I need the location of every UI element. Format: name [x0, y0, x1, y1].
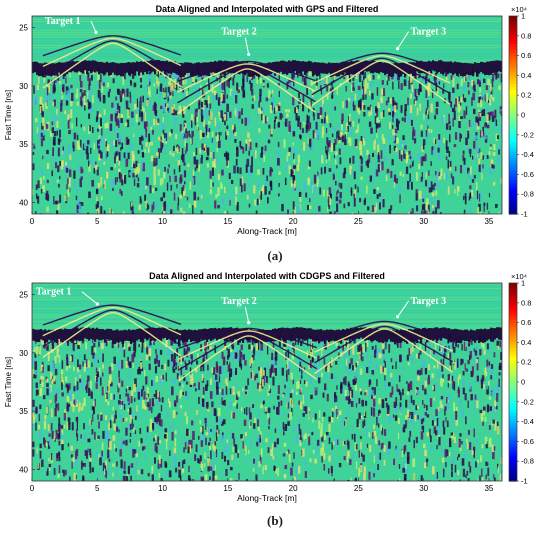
radargram-chart-b: Data Aligned and Interpolated with CDGPS… — [4, 271, 534, 503]
y-axis-label: Fast Time [ns] — [4, 90, 13, 140]
colorbar-multiplier: ×10⁴ — [511, 5, 527, 14]
target-hyperbola-1 — [42, 35, 182, 89]
x-tick-label: 10 — [158, 217, 167, 226]
target-label-3: Target 3 — [411, 27, 446, 38]
target-arrow-3 — [397, 300, 410, 318]
x-tick-label: 30 — [419, 484, 428, 493]
x-tick-label: 5 — [95, 484, 100, 493]
colorbar-tick-label: 0.8 — [521, 298, 531, 307]
colorbar-multiplier: ×10⁴ — [511, 272, 527, 281]
colorbar-tick-label: 0.6 — [521, 51, 531, 60]
target-arrow-head-1 — [95, 302, 99, 306]
x-tick-label: 15 — [223, 484, 232, 493]
target-hyperbola-2 — [178, 327, 318, 382]
x-tick-label: 20 — [289, 484, 298, 493]
plot-area — [32, 283, 502, 481]
colorbar — [508, 15, 518, 215]
x-axis-label: Along-Track [m] — [237, 493, 297, 503]
colorbar-tick-label: -1 — [521, 210, 528, 219]
target-arrow-head-2 — [247, 52, 251, 57]
caption-a: (a) — [267, 248, 283, 263]
target-arrow-1 — [81, 291, 98, 305]
x-axis-label: Along-Track [m] — [237, 226, 297, 236]
target-label-2: Target 2 — [221, 27, 256, 38]
target-label-3: Target 3 — [411, 296, 446, 307]
colorbar-tick-label: 1 — [521, 12, 525, 21]
y-tick-label: 30 — [19, 349, 28, 358]
colorbar-tick-label: -0.4 — [521, 417, 534, 426]
chart-title: Data Aligned and Interpolated with CDGPS… — [149, 271, 385, 281]
colorbar-tick-label: 0.8 — [521, 31, 531, 40]
colorbar-tick-label: -0.4 — [521, 150, 534, 159]
air-striations — [32, 16, 502, 62]
x-tick-label: 15 — [223, 217, 232, 226]
colorbar-tick-label: -0.8 — [521, 457, 534, 466]
colorbar-tick-label: -0.6 — [521, 170, 534, 179]
x-tick-label: 20 — [289, 217, 298, 226]
chart-title: Data Aligned and Interpolated with GPS a… — [156, 4, 379, 14]
colorbar — [508, 282, 518, 482]
plot-area — [32, 16, 502, 214]
x-tick-label: 0 — [30, 484, 35, 493]
colorbar-tick-label: -0.2 — [521, 130, 534, 139]
colorbar-tick-label: -0.2 — [521, 397, 534, 406]
panel-a: Data Aligned and Interpolated with GPS a… — [0, 0, 550, 267]
colorbar-tick-label: 0.6 — [521, 318, 531, 327]
x-tick-label: 5 — [95, 217, 100, 226]
target-arrow-1 — [90, 20, 97, 33]
x-tick-label: 10 — [158, 484, 167, 493]
target-arrow-head-2 — [247, 321, 251, 325]
target-label-2: Target 2 — [221, 296, 256, 307]
colorbar-tick-label: 0.2 — [521, 358, 531, 367]
colorbar-tick-label: 0.4 — [521, 71, 531, 80]
colorbar-tick-label: 0.4 — [521, 338, 531, 347]
target-arrow-2 — [244, 37, 250, 55]
clutter-speckle — [32, 66, 502, 214]
target-arrow-2 — [244, 306, 250, 323]
target-hyperbola-1 — [42, 304, 182, 358]
x-tick-label: 35 — [484, 484, 493, 493]
colorbar-tick-label: 0 — [521, 378, 525, 387]
target-hyperbola-3 — [311, 52, 451, 107]
y-tick-label: 40 — [19, 465, 28, 474]
target-arrow-3 — [397, 31, 410, 49]
radargram-chart-a: Data Aligned and Interpolated with GPS a… — [4, 4, 534, 236]
colorbar-tick-label: -1 — [521, 477, 528, 486]
x-tick-label: 25 — [354, 217, 363, 226]
target-hyperbola-2 — [176, 60, 316, 115]
ground-surface-band — [32, 59, 502, 78]
y-tick-label: 25 — [19, 291, 28, 300]
y-tick-label: 25 — [19, 24, 28, 33]
axes-frame — [31, 15, 503, 215]
colorbar-tick-label: 0 — [521, 111, 525, 120]
caption-b: (b) — [267, 513, 283, 528]
y-tick-label: 40 — [19, 198, 28, 207]
colorbar-tick-label: -0.8 — [521, 190, 534, 199]
target-label-1: Target 1 — [45, 16, 80, 27]
colorbar-tick-label: 1 — [521, 279, 525, 288]
x-tick-label: 25 — [354, 484, 363, 493]
y-tick-label: 35 — [19, 407, 28, 416]
target-label-1: Target 1 — [36, 287, 71, 298]
x-tick-label: 30 — [419, 217, 428, 226]
y-tick-label: 35 — [19, 140, 28, 149]
target-arrow-head-3 — [395, 315, 400, 319]
target-hyperbola-3 — [314, 320, 453, 375]
y-axis-label: Fast Time [ns] — [4, 357, 13, 407]
axes-frame — [31, 282, 503, 482]
colorbar-tick-label: 0.2 — [521, 91, 531, 100]
target-arrow-head-1 — [94, 30, 98, 34]
x-tick-label: 0 — [30, 217, 35, 226]
colorbar-tick-label: -0.6 — [521, 437, 534, 446]
target-arrow-head-3 — [395, 47, 400, 51]
x-tick-label: 35 — [484, 217, 493, 226]
panel-b: Data Aligned and Interpolated with CDGPS… — [0, 267, 550, 535]
y-tick-label: 30 — [19, 82, 28, 91]
